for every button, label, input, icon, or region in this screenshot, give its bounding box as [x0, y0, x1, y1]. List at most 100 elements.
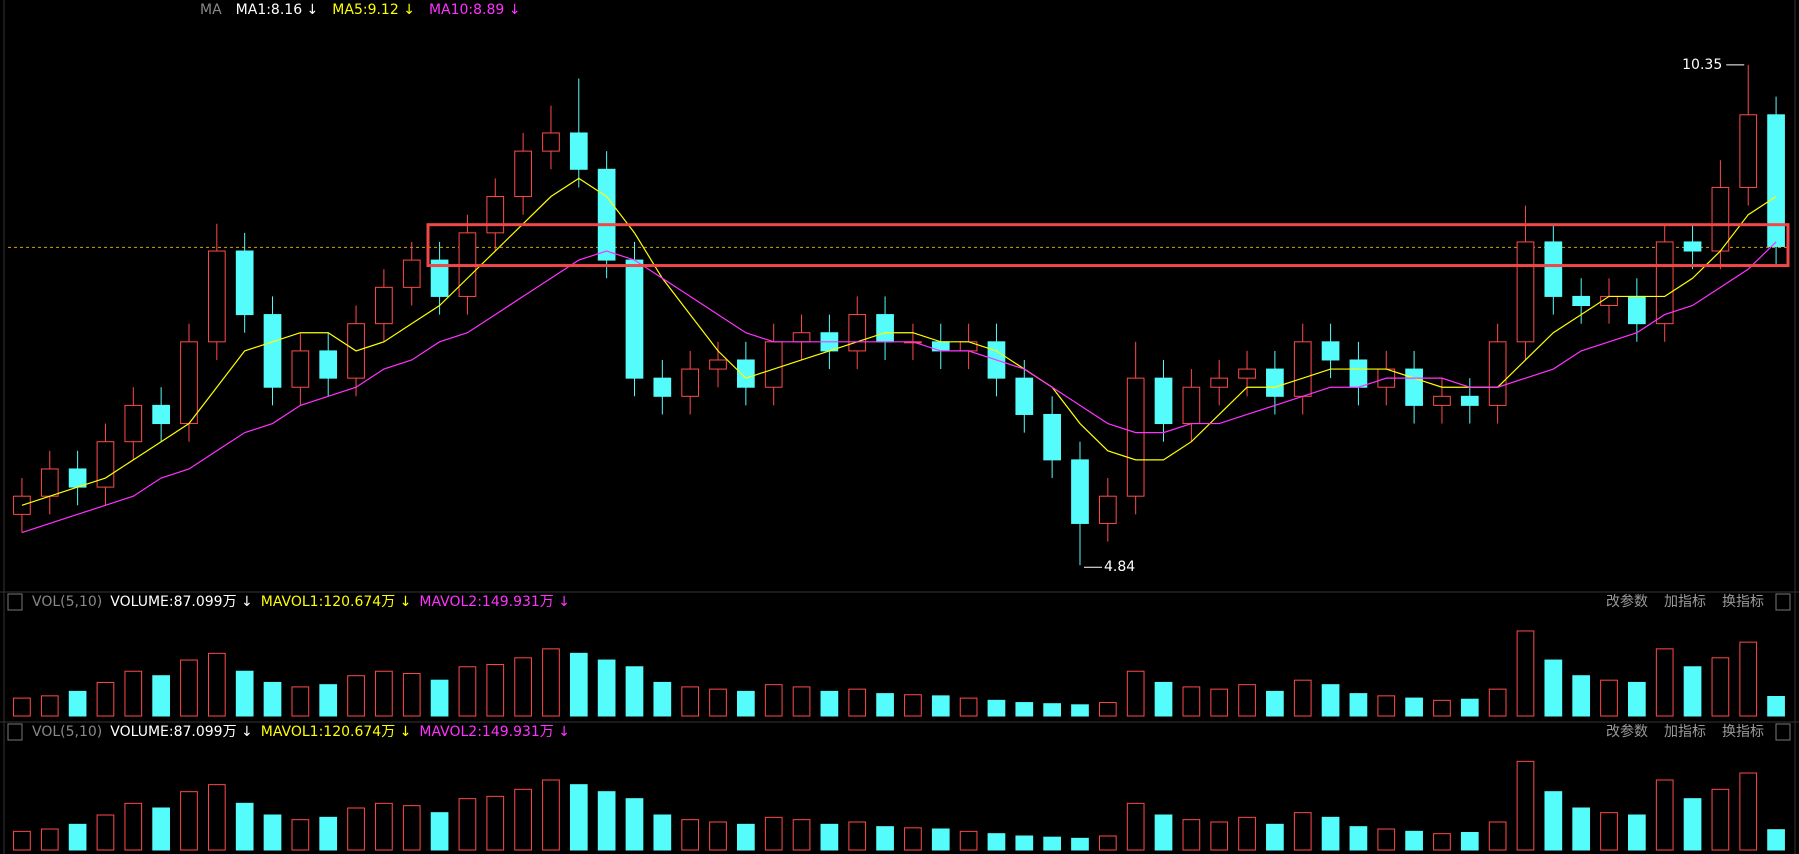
indicator-legend: MA1:8.16 ↓	[236, 2, 319, 18]
volume-bar	[1628, 814, 1646, 851]
volume-bar	[542, 648, 560, 717]
candle-body	[1405, 368, 1423, 406]
volume-bar	[207, 652, 226, 717]
panel-button[interactable]: 换指标	[1722, 723, 1764, 740]
panel-button[interactable]: 换指标	[1722, 593, 1764, 610]
volume-bar	[1683, 798, 1702, 851]
panel-button[interactable]: 改参数	[1606, 593, 1648, 610]
indicator-legend: MA	[200, 2, 222, 18]
candle-body	[514, 150, 532, 198]
volume-bar	[347, 807, 365, 851]
volume-bar	[792, 686, 811, 717]
candle-body	[152, 404, 170, 425]
volume-bar	[1266, 823, 1284, 851]
volume-bar	[653, 681, 672, 717]
volume-bar	[514, 657, 532, 717]
volume-bar	[458, 666, 477, 717]
candle-body	[319, 350, 338, 379]
candle-body	[764, 341, 783, 388]
volume-bar	[291, 686, 310, 717]
volume-bar	[1238, 684, 1256, 717]
candle-body	[1210, 377, 1229, 388]
candle-body	[1349, 359, 1368, 388]
indicator-legend: MA10:8.89 ↓	[429, 2, 521, 18]
candle-body	[792, 332, 811, 343]
candle-body	[235, 250, 254, 316]
volume-bar	[1126, 802, 1145, 851]
candle-body	[1460, 395, 1479, 406]
candle-body	[375, 286, 393, 325]
volume-bar	[848, 688, 867, 717]
volume-bar	[1015, 835, 1034, 851]
volume-legend: VOLUME:87.099万 ↓	[110, 724, 253, 740]
volume-legend: MAVOL1:120.674万 ↓	[261, 724, 412, 740]
volume-bar	[263, 814, 282, 851]
candle-body	[876, 314, 894, 343]
volume-bar	[1266, 690, 1284, 717]
volume-bar	[542, 779, 560, 851]
volume-bar	[904, 827, 922, 851]
volume-bar	[1433, 699, 1451, 717]
volume-bar	[514, 788, 532, 851]
volume-bar	[597, 791, 616, 851]
volume-bar	[1293, 812, 1312, 851]
candle-body	[1628, 295, 1646, 325]
volume-bar	[597, 659, 616, 717]
volume-bar	[375, 670, 393, 717]
volume-bar	[1600, 679, 1618, 717]
volume-bar	[1655, 648, 1674, 717]
volume-bar	[458, 798, 477, 851]
volume-bar	[681, 819, 700, 851]
volume-bar	[1516, 760, 1535, 851]
volume-bar	[235, 802, 254, 851]
candle-body	[709, 359, 727, 370]
help-button[interactable]	[7, 723, 23, 741]
volume-bar	[1293, 679, 1312, 717]
volume-bar	[820, 823, 839, 851]
volume-bar	[1516, 630, 1535, 717]
candle-body	[1182, 386, 1201, 425]
volume-bar	[1460, 698, 1479, 717]
highlight-box	[426, 223, 1790, 268]
volume-bar	[1182, 686, 1201, 717]
candle-body	[1711, 186, 1730, 252]
volume-bar	[68, 690, 87, 717]
volume-bar	[1154, 814, 1173, 851]
volume-bar	[1767, 829, 1785, 851]
close-button[interactable]	[1775, 723, 1791, 741]
candle-body	[430, 259, 449, 297]
volume-bar	[1238, 816, 1256, 851]
candle-body	[625, 259, 644, 379]
panel-button[interactable]: 改参数	[1606, 723, 1648, 740]
candle-body	[1238, 368, 1256, 379]
volume-bar	[876, 693, 894, 717]
volume-bar	[207, 784, 226, 851]
close-button[interactable]	[1775, 593, 1791, 611]
volume-bar	[1071, 837, 1089, 851]
volume-bar	[764, 816, 783, 851]
candle-body	[681, 368, 700, 397]
volume-bar	[1098, 835, 1117, 851]
annotation-label: 4.84	[1104, 559, 1135, 575]
candle-body	[1767, 114, 1785, 247]
volume-bar	[1544, 659, 1563, 717]
volume-bar	[625, 798, 644, 851]
candle-body	[1098, 495, 1117, 524]
volume-bar	[1126, 670, 1145, 717]
candle-body	[1126, 377, 1145, 497]
panel-button[interactable]: 加指标	[1664, 724, 1706, 740]
panel-button[interactable]: 加指标	[1664, 594, 1706, 610]
candle-body	[124, 404, 143, 443]
volume-bar	[375, 802, 393, 851]
volume-bar	[792, 819, 811, 851]
volume-bar	[1628, 681, 1646, 717]
volume-bar	[959, 830, 978, 851]
volume-bar	[987, 833, 1006, 851]
volume-bar	[1488, 688, 1507, 717]
help-button[interactable]	[7, 593, 23, 611]
volume-bar	[180, 791, 198, 851]
volume-bar	[737, 690, 755, 717]
candle-body	[402, 259, 421, 288]
candle-body	[291, 350, 310, 388]
volume-bar	[1015, 702, 1034, 717]
